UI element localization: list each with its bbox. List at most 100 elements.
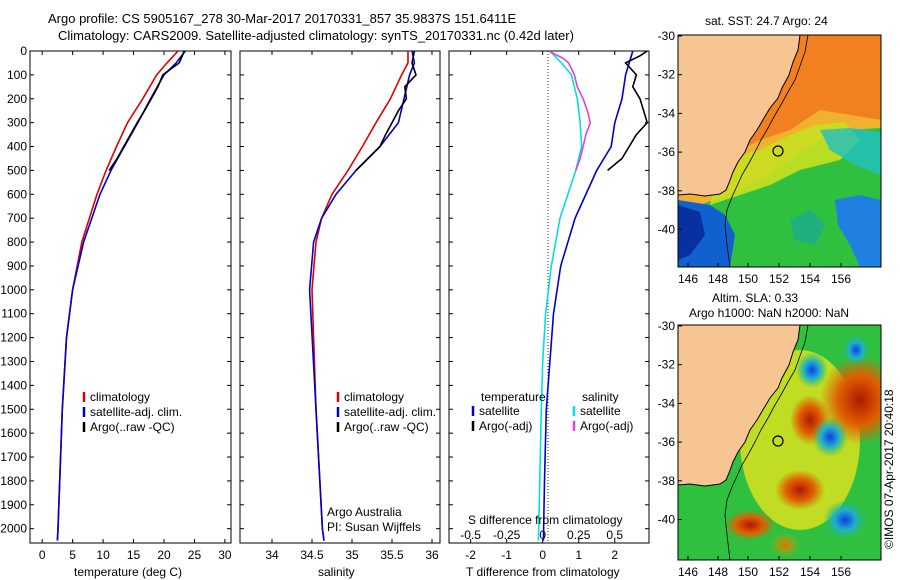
depth-tick-label: 1600 [0,426,27,440]
lon-tick-label: 152 [769,272,789,286]
chart-axes: 0100200300400500600700800900100011001200… [0,29,851,579]
depth-tick-label: 1500 [0,402,27,416]
sla-orange-patch [770,533,800,557]
depth-tick-label: 1300 [0,354,27,368]
x-tick-label: -2 [465,548,476,562]
legend-label: satellite [479,404,520,418]
x-tick-label: 20 [157,548,171,562]
sla-high-southwest [725,510,775,540]
series-line-satellite-adj-clim [56,51,186,541]
lat-tick-label: -40 [658,513,676,527]
salinity-x-label: salinity [318,565,355,579]
sst-map [677,34,882,268]
series-line-climatology [311,51,409,541]
series-line-argo-raw-qc [108,51,185,171]
lat-tick-label: -32 [658,68,676,82]
x-tick-label: 5 [69,548,76,562]
depth-tick-label: 400 [7,140,27,154]
chart-title: Argo profile: CS 5905167_278 30-Mar-2017… [48,11,517,26]
sla-low-center [812,417,848,457]
s-diff-tick-label: 0.5 [606,528,623,542]
t-difference-x-label: T difference from climatology [466,565,620,579]
lat-tick-label: -38 [658,474,676,488]
depth-tick-label: 900 [7,259,27,273]
depth-tick-label: 800 [7,235,27,249]
depth-tick-label: 1900 [0,498,27,512]
x-tick-label: 34.5 [300,548,324,562]
land-mass [678,35,800,196]
depth-tick-label: 500 [7,163,27,177]
legend-label: satellite [580,404,621,418]
series-line-argo-raw-qc [355,51,417,171]
depth-tick-label: 1200 [0,331,27,345]
x-tick-label: 36 [425,548,439,562]
depth-tick-label: 1700 [0,450,27,464]
depth-tick-label: 1400 [0,378,27,392]
series-line-s-satellite [537,51,583,541]
temperature-x-label: temperature (deg C) [74,565,182,579]
legend-label: climatology [344,390,404,404]
depth-tick-label: 300 [7,116,27,130]
sst-cyan-patch [820,128,881,175]
coastline [678,325,801,487]
legend-label: satellite-adj. clim. [344,405,436,419]
x-tick-label: 35 [345,548,359,562]
s-difference-x-label: S difference from climatology [468,513,623,527]
legend-title-salinity: salinity [582,390,619,404]
depth-tick-label: 700 [7,211,27,225]
lat-tick-label: -36 [658,145,676,159]
series-line-t-argo-adj [607,51,649,172]
sla-low-southeast [823,500,867,540]
lon-tick-label: 148 [708,272,728,286]
s-diff-tick-label: -0.5 [460,528,481,542]
chart-series [56,51,649,541]
lat-tick-label: -36 [658,435,676,449]
difference-plot-frame [448,50,650,544]
chart-subtitle: Climatology: CARS2009. Satellite-adjuste… [58,28,574,43]
depth-tick-label: 200 [7,92,27,106]
depth-tick-label: 0 [20,44,27,58]
salinity-plot-frame [239,50,441,544]
lon-tick-label: 148 [708,565,728,579]
x-tick-label: 25 [188,548,202,562]
sst-map-title: sat. SST: 24.7 Argo: 24 [705,14,828,28]
series-line-climatology [56,51,179,541]
x-tick-label: 1 [575,548,582,562]
sla-map-subtitle: Argo h1000: NaN h2000: NaN [689,306,850,320]
lat-tick-label: -32 [658,358,676,372]
lat-tick-label: -34 [658,106,676,120]
x-tick-label: 34 [265,548,279,562]
lat-tick-label: -30 [658,29,676,43]
lon-tick-label: 154 [800,272,820,286]
sla-map-title: Altim. SLA: 0.33 [712,291,799,305]
x-tick-label: 10 [96,548,110,562]
legend-label: satellite-adj. clim. [90,405,182,419]
lon-tick-label: 150 [738,272,758,286]
argo-position-marker [772,145,784,157]
depth-tick-label: 1800 [0,474,27,488]
lon-tick-label: 156 [831,272,851,286]
isobath-line [724,325,809,560]
imos-credit: ©IMOS 07-Apr-2017 20:40:18 [882,389,896,549]
sla-high-south [775,470,825,510]
isobath-line [724,35,809,267]
s-diff-tick-label: 0.25 [567,528,591,542]
depth-tick-label: 1000 [0,283,27,297]
sst-yellow-band [710,122,860,205]
lon-tick-label: 146 [678,272,698,286]
x-tick-label: -1 [501,548,512,562]
x-tick-label: 0 [39,548,46,562]
coastline [678,35,801,197]
depth-tick-label: 100 [7,68,27,82]
sla-map [677,324,882,561]
series-line-satellite-adj-clim [308,51,416,541]
lat-tick-label: -34 [658,396,676,410]
annotation-line2: PI: Susan Wijffels [327,520,421,534]
sst-cool-core [678,205,705,260]
lon-tick-label: 156 [831,565,851,579]
argo-position-marker [772,435,784,447]
series-line-t-satellite [542,51,634,541]
lon-tick-label: 154 [800,565,820,579]
